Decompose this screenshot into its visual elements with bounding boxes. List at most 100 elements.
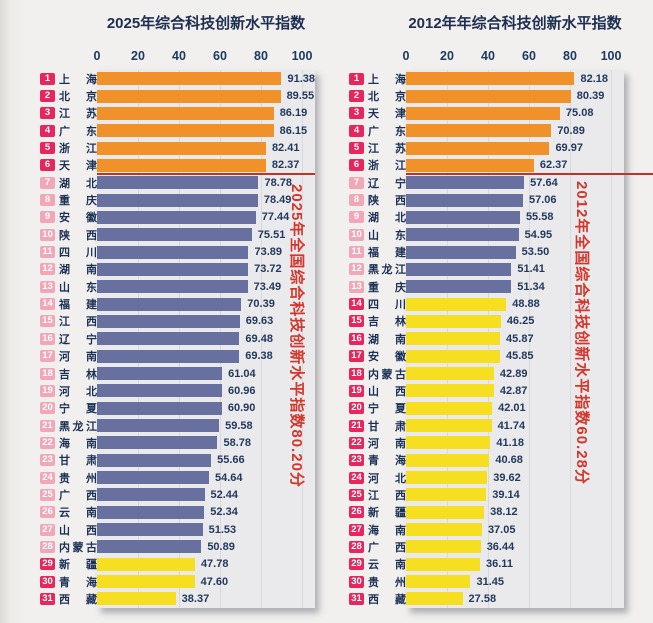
value-bar: [406, 367, 494, 381]
bar-row: 61.04: [97, 365, 315, 382]
bar-row: 60.90: [97, 400, 315, 417]
bar-row: 54.95: [406, 226, 624, 243]
value-bar: [406, 453, 490, 467]
province-name: 陕 西: [59, 229, 97, 242]
value-bar: [406, 228, 519, 242]
bar-row: 45.85: [406, 348, 624, 365]
province-name: 青 海: [368, 455, 406, 468]
province-name: 内蒙古: [368, 368, 406, 381]
axis-tick: 20: [440, 49, 454, 63]
value-bar: [97, 158, 266, 172]
label-row: 14 福 建: [40, 295, 97, 312]
benchmark-label: 2025年全国综合科技创新水平指数80.20分: [288, 184, 305, 488]
value-label: 39.14: [492, 488, 520, 501]
value-bar: [406, 349, 500, 363]
value-bar: [97, 210, 256, 224]
value-label: 78.78: [264, 176, 293, 189]
value-bar: [97, 89, 281, 103]
value-label: 52.44: [210, 488, 239, 501]
province-name: 江 西: [59, 316, 97, 329]
benchmark-line: [406, 173, 653, 176]
value-bar: [406, 488, 487, 502]
province-name: 湖 北: [368, 212, 406, 225]
bar-row: 39.14: [406, 486, 624, 503]
label-row: 11 福 建: [349, 243, 406, 260]
rank-badge: 11: [40, 246, 55, 259]
bar-row: 69.97: [406, 139, 624, 156]
value-label: 77.44: [261, 211, 290, 224]
gridline: [570, 70, 571, 608]
province-name: 北 京: [59, 91, 97, 104]
value-label: 69.63: [245, 315, 274, 328]
label-row: 3 江 苏: [40, 105, 97, 122]
label-row: 14 四 川: [349, 295, 406, 312]
label-row: 15 吉 林: [349, 313, 406, 330]
label-row: 2 北 京: [40, 87, 97, 104]
province-name: 西 藏: [368, 593, 406, 606]
value-label: 75.51: [257, 228, 286, 241]
value-bar: [406, 436, 491, 450]
rank-badge: 10: [349, 228, 364, 241]
bar-row: 45.87: [406, 330, 624, 347]
value-label: 38.12: [490, 506, 518, 519]
value-bar: [97, 575, 195, 589]
value-label: 47.78: [200, 558, 229, 571]
value-bar: [406, 141, 550, 155]
value-bar: [97, 592, 176, 606]
gridline: [611, 70, 612, 608]
rank-badge: 23: [349, 454, 364, 467]
province-name: 贵 州: [59, 472, 97, 485]
bar-row: 52.44: [97, 486, 315, 503]
chart-body: 1 上 海 2 北 京 3 江 苏 4 广 东 5 浙 江 6 天 津 7 湖 北 8 重 庆 9 安 徽 10 陕 …: [40, 70, 315, 608]
province-name: 福 建: [59, 299, 97, 312]
rank-badge: 25: [349, 488, 364, 501]
value-bar: [406, 280, 512, 294]
value-bar: [406, 72, 575, 86]
province-name: 山 东: [59, 281, 97, 294]
bar-row: 42.87: [406, 382, 624, 399]
label-row: 13 山 东: [40, 278, 97, 295]
value-label: 82.18: [580, 72, 608, 85]
value-bar: [406, 314, 501, 328]
value-bar: [406, 332, 501, 346]
province-name: 上 海: [59, 73, 97, 86]
value-label: 55.66: [217, 454, 245, 467]
value-bar: [97, 505, 205, 519]
value-label: 55.58: [525, 211, 554, 224]
value-label: 38.37: [181, 592, 210, 605]
gridline: [529, 70, 530, 608]
province-name: 安 徽: [59, 212, 97, 225]
bar-row: 73.72: [97, 261, 315, 278]
province-name: 河 北: [59, 385, 97, 398]
label-row: 25 江 西: [349, 486, 406, 503]
value-bar: [97, 72, 282, 86]
province-name: 西 藏: [59, 593, 97, 606]
value-bar: [406, 505, 485, 519]
value-bar: [97, 453, 212, 467]
rank-badge: 18: [40, 367, 55, 380]
value-label: 45.85: [505, 350, 534, 363]
value-label: 36.11: [486, 558, 513, 571]
rank-badge: 3: [40, 107, 55, 120]
label-row: 16 辽 宁: [40, 330, 97, 347]
rank-badge: 9: [40, 211, 55, 224]
label-row: 10 陕 西: [40, 226, 97, 243]
rank-badge: 16: [349, 332, 364, 345]
axis-tick: 0: [93, 49, 101, 63]
province-name: 重 庆: [368, 281, 406, 294]
value-label: 54.95: [524, 228, 553, 241]
value-bar: [406, 592, 463, 606]
province-name: 江 苏: [59, 108, 97, 121]
rank-badge: 10: [40, 228, 55, 241]
gridline: [261, 70, 262, 608]
rank-badge: 26: [40, 506, 55, 519]
bar-row: 39.62: [406, 469, 624, 486]
bar-row: 78.78: [97, 174, 315, 191]
label-row: 10 山 东: [349, 226, 406, 243]
bar-row: 57.64: [406, 174, 624, 191]
bar-row: 86.19: [97, 105, 315, 122]
bar-row: 73.49: [97, 278, 315, 295]
value-bar: [406, 471, 488, 485]
